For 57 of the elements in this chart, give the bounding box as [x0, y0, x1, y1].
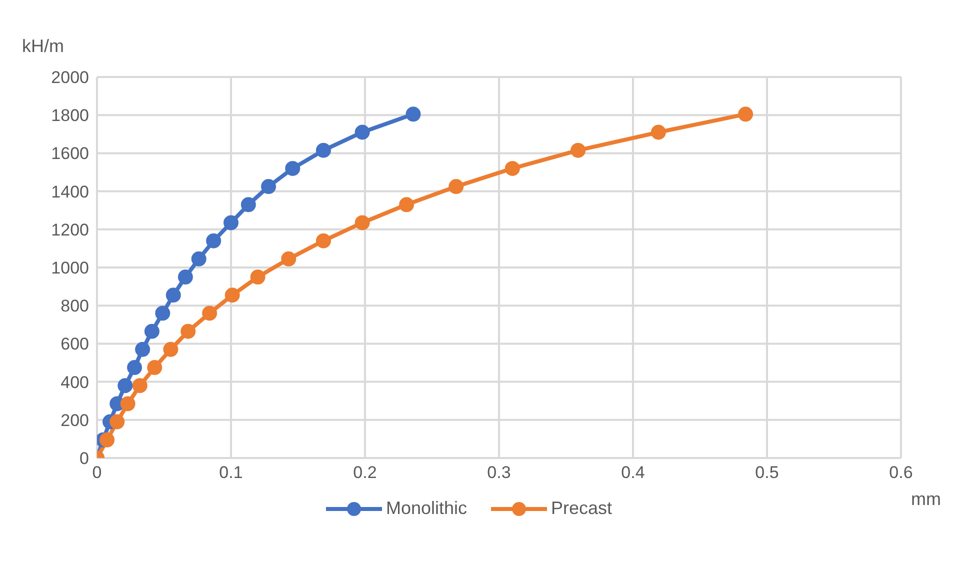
point — [316, 233, 331, 248]
point — [163, 342, 178, 357]
point — [650, 124, 666, 140]
point — [147, 360, 162, 376]
point — [118, 378, 133, 394]
point — [178, 270, 193, 285]
point — [354, 215, 370, 230]
point — [120, 396, 136, 412]
y-tick-label: 400 — [60, 372, 89, 392]
x-tick-label: 0 — [92, 463, 102, 482]
point — [250, 270, 266, 285]
x-tick-label: 0.5 — [755, 463, 779, 482]
point — [206, 233, 222, 248]
point — [448, 179, 464, 194]
point — [166, 288, 181, 303]
point — [202, 306, 218, 321]
y-tick-label: 800 — [60, 296, 89, 316]
legend-label: Precast — [551, 498, 612, 519]
x-tick-label: 0.1 — [219, 463, 243, 482]
point — [285, 160, 300, 176]
point — [261, 179, 276, 194]
y-tick-label: 1000 — [51, 258, 89, 278]
point — [224, 288, 240, 303]
y-axis-title: kH/m — [22, 36, 64, 57]
point — [240, 197, 256, 212]
y-tick-label: 600 — [60, 334, 89, 354]
x-tick-label: 0.2 — [353, 463, 377, 482]
point — [110, 414, 125, 430]
point — [316, 142, 331, 158]
point — [281, 251, 296, 266]
x-tick-label: 0.6 — [889, 463, 913, 482]
y-tick-label: 200 — [60, 410, 89, 430]
point — [191, 251, 206, 266]
y-tick-label: 2000 — [51, 68, 89, 88]
y-tick-label: 1200 — [51, 220, 89, 240]
x-axis-title: mm — [911, 489, 941, 510]
point — [738, 106, 754, 122]
y-tick-label: 0 — [80, 449, 89, 468]
point — [132, 378, 148, 394]
point — [144, 324, 160, 339]
point — [354, 124, 370, 140]
y-tick-label: 1800 — [51, 106, 89, 126]
point — [127, 360, 142, 376]
point — [399, 197, 414, 212]
point — [100, 432, 115, 448]
x-tick-label: 0.3 — [487, 463, 511, 482]
legend-label: Monolithic — [386, 498, 467, 519]
x-tick-label: 0.4 — [621, 463, 645, 482]
point — [504, 160, 520, 176]
point — [155, 306, 170, 321]
point — [406, 106, 421, 122]
point — [570, 142, 586, 158]
y-tick-label: 1400 — [51, 182, 89, 202]
point — [224, 215, 238, 230]
point — [135, 342, 150, 357]
y-tick-label: 1600 — [51, 144, 89, 164]
point — [180, 324, 196, 339]
